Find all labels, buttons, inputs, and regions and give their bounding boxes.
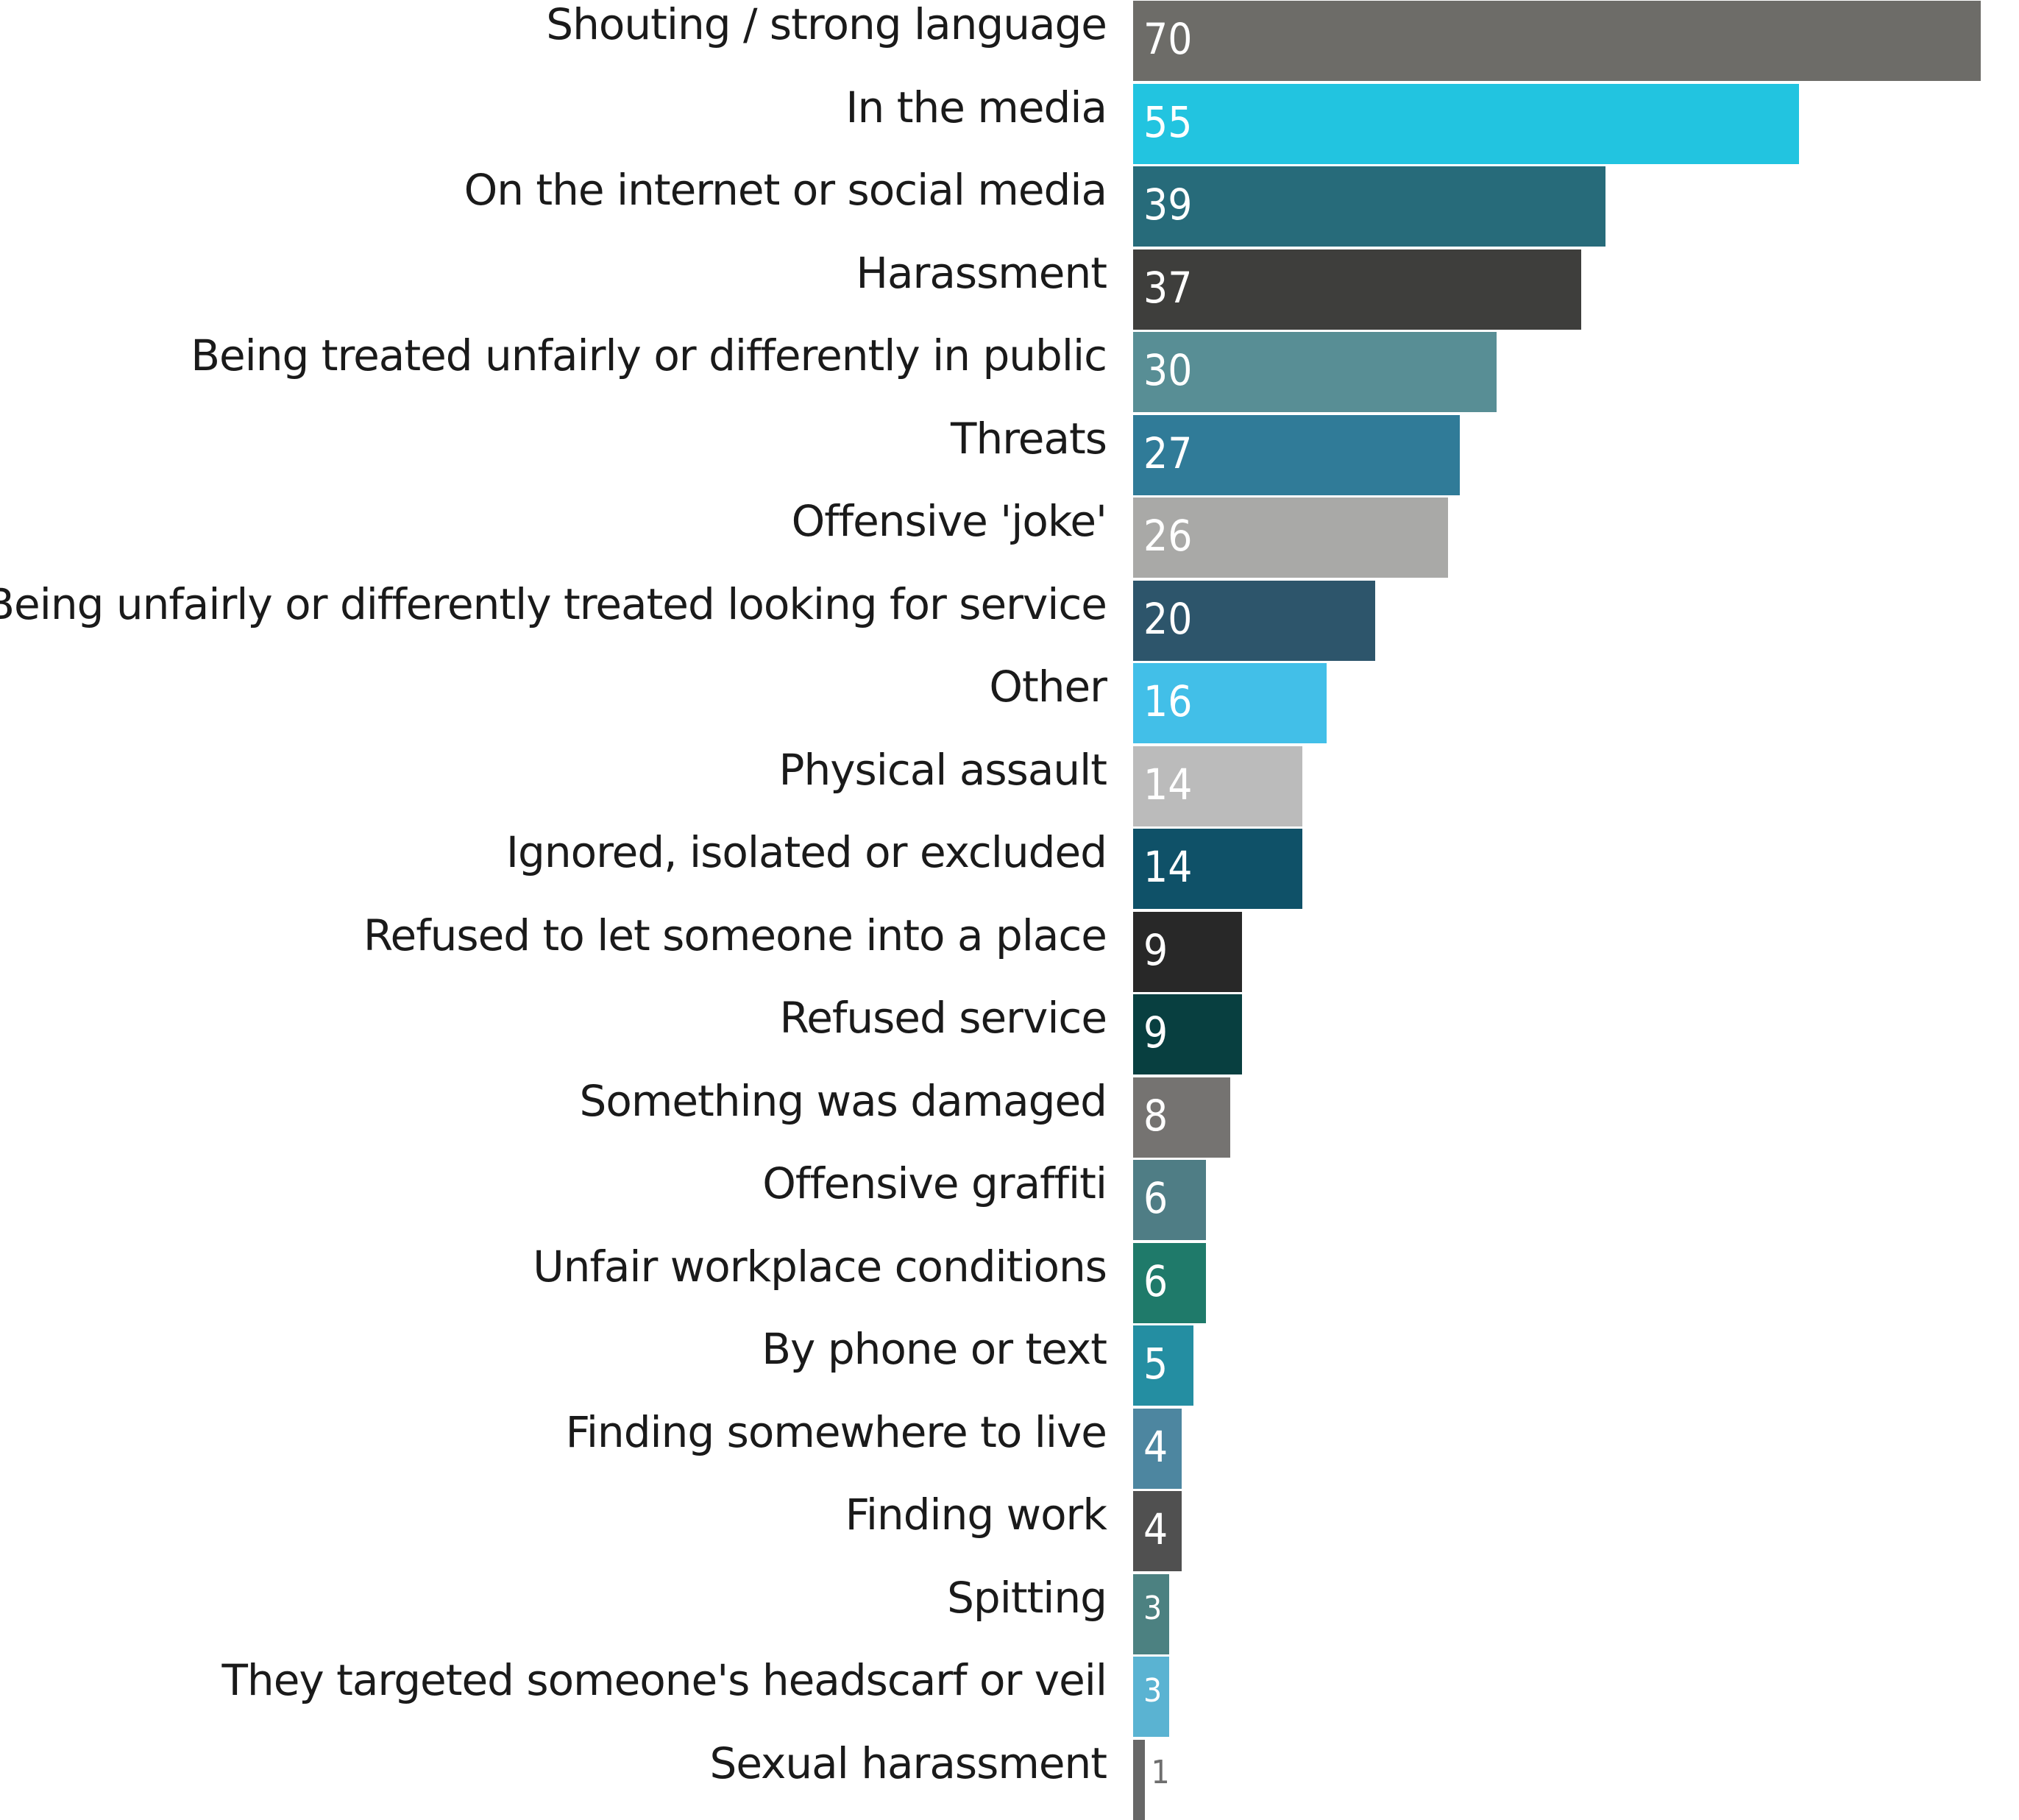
value-label: 3 — [1143, 1672, 1163, 1710]
bar — [1133, 994, 1243, 1074]
bar — [1133, 498, 1448, 578]
value-label: 6 — [1143, 1173, 1168, 1223]
category-label: Ignored, isolated or excluded — [505, 827, 1107, 877]
bar — [1133, 1657, 1170, 1737]
value-label: 14 — [1143, 759, 1193, 810]
category-label: They targeted someone's headscarf or vei… — [221, 1655, 1107, 1705]
value-label: 30 — [1143, 345, 1193, 395]
value-label: 16 — [1143, 676, 1193, 726]
category-label: Refused to let someone into a place — [363, 910, 1107, 960]
value-label: 27 — [1143, 428, 1193, 478]
bar — [1133, 166, 1605, 247]
category-label: Unfair workplace conditions — [533, 1241, 1107, 1292]
category-label: In the media — [845, 82, 1107, 132]
bar — [1133, 1242, 1206, 1323]
category-label: Threats — [951, 413, 1107, 464]
bar — [1133, 83, 1800, 164]
bar — [1133, 1408, 1182, 1489]
value-label: 37 — [1143, 262, 1193, 313]
value-label: 55 — [1143, 96, 1193, 147]
category-label: Other — [989, 662, 1107, 712]
bar — [1133, 580, 1376, 661]
category-label: On the internet or social media — [464, 165, 1107, 215]
category-label: Being unfairly or differently treated lo… — [0, 578, 1107, 629]
value-label: 5 — [1143, 1339, 1168, 1389]
value-label: 14 — [1143, 842, 1193, 892]
value-label: 6 — [1143, 1256, 1168, 1306]
bar — [1133, 249, 1581, 330]
bar — [1133, 1077, 1230, 1158]
bar — [1133, 1160, 1206, 1240]
bar — [1133, 1573, 1170, 1654]
bar — [1133, 911, 1243, 992]
value-label: 20 — [1143, 593, 1193, 644]
category-label: Refused service — [779, 993, 1107, 1043]
value-label: 9 — [1143, 1008, 1168, 1058]
value-label: 39 — [1143, 180, 1193, 230]
value-label: 8 — [1143, 1090, 1168, 1141]
value-label: 26 — [1143, 511, 1193, 561]
value-label: 4 — [1143, 1421, 1168, 1472]
category-label: By phone or text — [762, 1324, 1107, 1374]
bar — [1133, 414, 1461, 495]
value-label: 3 — [1143, 1589, 1163, 1627]
category-label: Shouting / strong language — [546, 0, 1107, 49]
bar — [1133, 1739, 1146, 1820]
value-label: 9 — [1143, 924, 1168, 975]
category-label: Physical assault — [778, 744, 1107, 795]
bar — [1133, 332, 1497, 412]
category-label: Finding somewhere to live — [565, 1406, 1107, 1457]
bar — [1133, 829, 1303, 909]
category-label: Offensive graffiti — [762, 1158, 1107, 1208]
category-label: Harassment — [856, 247, 1107, 298]
category-label: Offensive 'joke' — [791, 496, 1107, 546]
category-label: Being treated unfairly or differently in… — [191, 330, 1107, 380]
bar — [1133, 663, 1327, 743]
bar — [1133, 1325, 1194, 1406]
bar — [1133, 746, 1303, 826]
category-label: Finding work — [845, 1490, 1107, 1540]
value-label: 70 — [1143, 14, 1193, 64]
category-label: Spitting — [947, 1572, 1107, 1623]
category-label: Sexual harassment — [709, 1738, 1107, 1788]
category-label: Something was damaged — [579, 1075, 1107, 1126]
value-label: 4 — [1143, 1504, 1168, 1554]
bar — [1133, 1, 1981, 81]
value-label: 1 — [1151, 1753, 1170, 1791]
bar — [1133, 1491, 1182, 1571]
